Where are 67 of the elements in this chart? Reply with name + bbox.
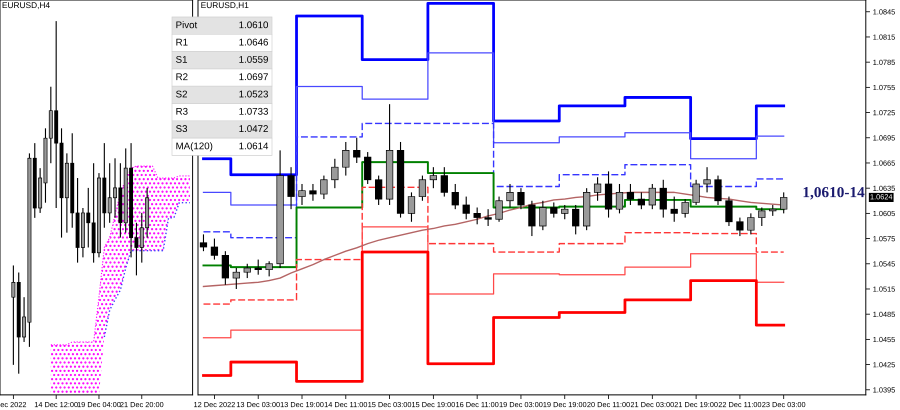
candlestick xyxy=(364,151,372,185)
candlestick xyxy=(254,259,262,276)
candlestick xyxy=(648,183,656,210)
annotation: 1.0559 xyxy=(239,56,268,63)
annotation: R2 xyxy=(176,73,188,80)
candlestick xyxy=(747,212,754,235)
candlestick xyxy=(452,183,459,210)
annotation: 1.0472 xyxy=(239,125,268,132)
candlestick xyxy=(210,238,218,260)
annotation: S1 xyxy=(176,56,188,63)
candlestick xyxy=(320,175,328,200)
candlestick xyxy=(495,196,503,222)
candlestick xyxy=(517,188,525,210)
candlestick xyxy=(375,175,382,206)
annotation: S3 xyxy=(176,125,188,132)
candlestick xyxy=(232,267,240,290)
candlestick xyxy=(474,206,481,225)
candlestick xyxy=(550,202,558,218)
candlestick xyxy=(769,204,776,216)
candlestick xyxy=(506,183,514,208)
candlestick xyxy=(462,196,470,220)
candlestick xyxy=(703,166,711,193)
candlestick xyxy=(418,175,426,202)
candlestick xyxy=(736,217,744,237)
candlestick xyxy=(780,192,788,214)
candlestick xyxy=(539,200,546,231)
candlestick xyxy=(222,250,230,286)
chart-title: EURUSD,H4 xyxy=(2,2,50,10)
annotation: 1.0614 xyxy=(239,142,268,150)
candlestick xyxy=(682,198,689,218)
candlestick xyxy=(692,179,700,206)
candlestick xyxy=(484,208,492,227)
candlestick xyxy=(626,183,634,206)
candlestick xyxy=(714,175,722,206)
candlestick xyxy=(572,204,580,235)
candlestick xyxy=(309,183,317,202)
candlestick xyxy=(638,192,646,210)
candlestick xyxy=(725,196,733,227)
candlestick xyxy=(528,200,536,237)
candlestick xyxy=(266,260,273,277)
candlestick xyxy=(298,183,306,206)
annotation: Pivot xyxy=(176,21,198,28)
candlestick xyxy=(594,176,602,202)
annotation: 1.0523 xyxy=(239,90,268,98)
candlestick xyxy=(758,206,766,227)
annotation: MA(120) xyxy=(176,142,212,152)
annotation: 1,0610-14 xyxy=(804,186,864,200)
annotation: R3 xyxy=(176,108,188,115)
candlestick xyxy=(353,137,360,164)
candlestick xyxy=(342,141,350,176)
candlestick xyxy=(670,196,678,222)
candlestick xyxy=(430,166,438,189)
candlestick xyxy=(408,192,416,222)
candlestick xyxy=(616,183,624,214)
chart-title: EURUSD,H1 xyxy=(201,2,248,10)
annotation: 1.0733 xyxy=(239,108,268,115)
annotation: 1.0646 xyxy=(239,38,268,46)
candlestick xyxy=(244,263,251,279)
candlestick xyxy=(561,204,568,220)
candlestick xyxy=(440,166,448,198)
annotation: S2 xyxy=(176,90,188,98)
annotation: 1.0697 xyxy=(239,73,268,80)
candlestick xyxy=(331,158,338,189)
annotation: 1.0610 xyxy=(239,21,268,28)
candlestick xyxy=(287,166,295,210)
candlestick xyxy=(660,179,667,218)
annotation: R1 xyxy=(176,38,188,46)
